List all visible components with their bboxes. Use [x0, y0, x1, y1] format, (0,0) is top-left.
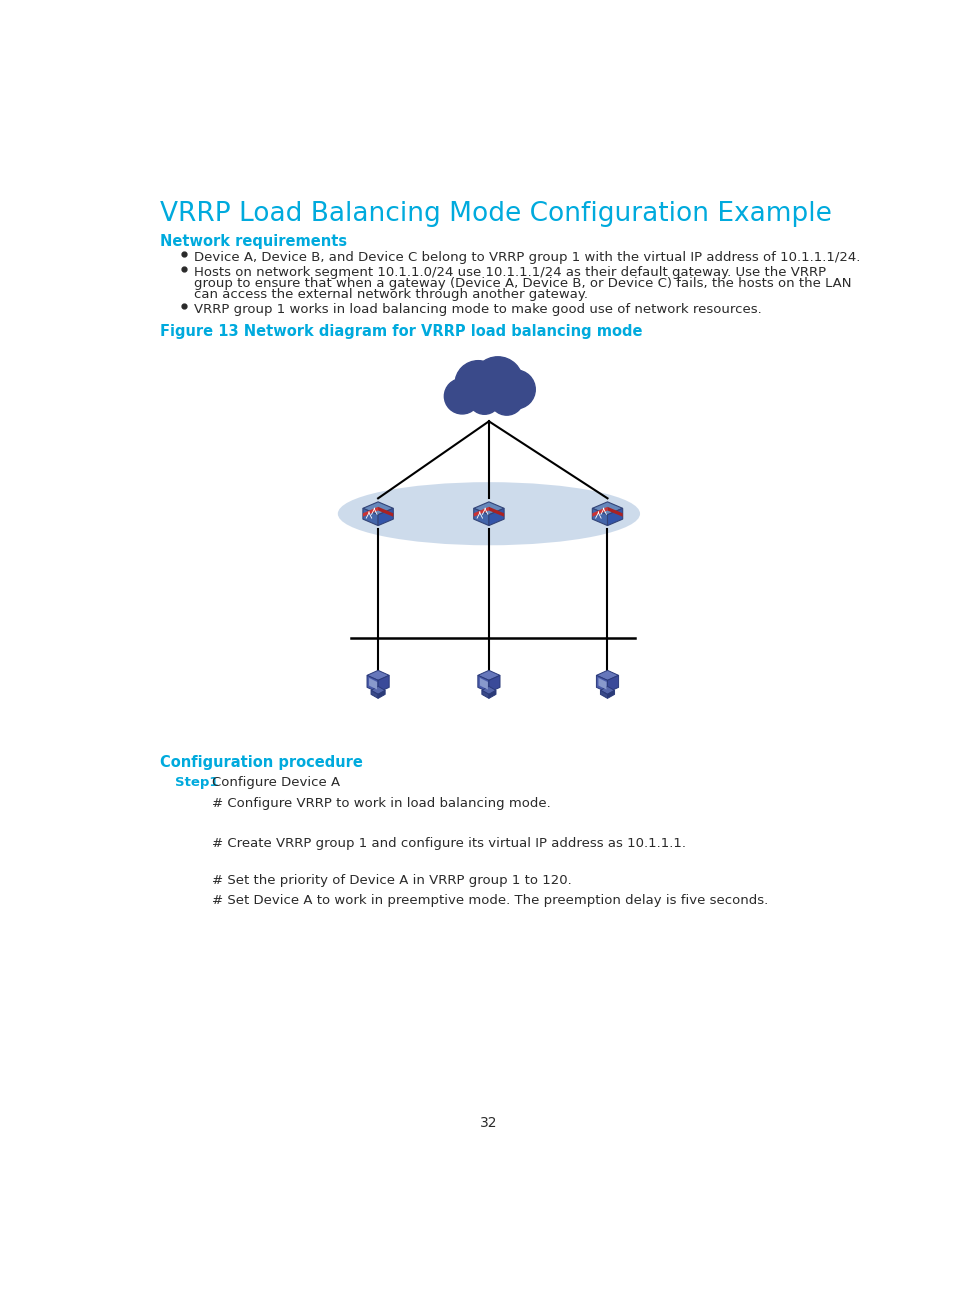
Circle shape [468, 383, 500, 414]
Polygon shape [474, 502, 503, 515]
Polygon shape [592, 509, 607, 525]
Polygon shape [488, 675, 499, 692]
Polygon shape [481, 691, 488, 699]
Polygon shape [479, 678, 487, 690]
Polygon shape [607, 675, 618, 692]
Polygon shape [607, 691, 614, 699]
Circle shape [444, 379, 479, 414]
Polygon shape [377, 509, 393, 525]
Text: Step1: Step1 [174, 775, 218, 788]
Polygon shape [474, 507, 488, 516]
Polygon shape [599, 686, 614, 695]
Text: Device A, Device B, and Device C belong to VRRP group 1 with the virtual IP addr: Device A, Device B, and Device C belong … [194, 251, 860, 264]
Polygon shape [599, 691, 607, 699]
Text: VRRP Load Balancing Mode Configuration Example: VRRP Load Balancing Mode Configuration E… [159, 202, 831, 228]
Text: Figure 13 Network diagram for VRRP load balancing mode: Figure 13 Network diagram for VRRP load … [159, 325, 641, 339]
Polygon shape [362, 509, 377, 525]
Polygon shape [377, 675, 389, 692]
Polygon shape [477, 675, 488, 692]
Polygon shape [362, 502, 393, 515]
Polygon shape [596, 675, 607, 692]
Polygon shape [377, 691, 385, 699]
Polygon shape [481, 686, 496, 695]
Polygon shape [362, 507, 377, 516]
Text: Configure Device A: Configure Device A [212, 775, 340, 788]
Polygon shape [369, 678, 376, 690]
Text: # Configure VRRP to work in load balancing mode.: # Configure VRRP to work in load balanci… [212, 797, 551, 810]
Text: VRRP group 1 works in load balancing mode to make good use of network resources.: VRRP group 1 works in load balancing mod… [194, 303, 761, 316]
Polygon shape [607, 507, 622, 516]
Polygon shape [367, 670, 389, 681]
Polygon shape [477, 670, 499, 681]
Text: 32: 32 [479, 1117, 497, 1130]
Text: # Create VRRP group 1 and configure its virtual IP address as 10.1.1.1.: # Create VRRP group 1 and configure its … [212, 837, 685, 850]
Polygon shape [488, 691, 496, 699]
Polygon shape [367, 675, 377, 692]
Circle shape [489, 382, 523, 415]
Polygon shape [607, 509, 622, 525]
Text: group to ensure that when a gateway (Device A, Device B, or Device C) fails, the: group to ensure that when a gateway (Dev… [194, 277, 851, 290]
Text: Hosts on network segment 10.1.1.0/24 use 10.1.1.1/24 as their default gateway. U: Hosts on network segment 10.1.1.0/24 use… [194, 265, 825, 278]
Text: Network requirements: Network requirements [159, 234, 346, 248]
Text: # Set the priority of Device A in VRRP group 1 to 120.: # Set the priority of Device A in VRRP g… [212, 873, 572, 888]
Text: Configuration procedure: Configuration procedure [159, 756, 362, 770]
Polygon shape [488, 509, 503, 525]
Polygon shape [377, 507, 393, 516]
Circle shape [455, 361, 501, 406]
Ellipse shape [337, 483, 639, 545]
Polygon shape [371, 691, 377, 699]
Text: can access the external network through another gateway.: can access the external network through … [194, 289, 588, 302]
Polygon shape [371, 686, 385, 695]
Polygon shape [488, 507, 503, 516]
Text: # Set Device A to work in preemptive mode. The preemption delay is five seconds.: # Set Device A to work in preemptive mod… [212, 894, 768, 907]
Polygon shape [474, 509, 488, 525]
Polygon shape [598, 678, 606, 690]
Circle shape [496, 370, 535, 409]
Polygon shape [596, 670, 618, 681]
Polygon shape [592, 507, 607, 516]
Circle shape [473, 357, 522, 406]
Polygon shape [592, 502, 622, 515]
